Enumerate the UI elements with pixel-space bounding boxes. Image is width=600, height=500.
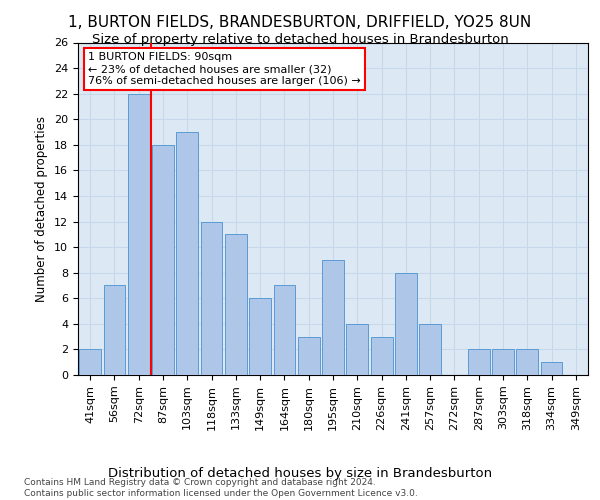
Text: Size of property relative to detached houses in Brandesburton: Size of property relative to detached ho… bbox=[92, 32, 508, 46]
Y-axis label: Number of detached properties: Number of detached properties bbox=[35, 116, 49, 302]
Bar bbox=[298, 336, 320, 375]
Bar bbox=[200, 222, 223, 375]
Bar bbox=[249, 298, 271, 375]
Bar bbox=[517, 350, 538, 375]
Bar bbox=[322, 260, 344, 375]
Text: Distribution of detached houses by size in Brandesburton: Distribution of detached houses by size … bbox=[108, 468, 492, 480]
Bar bbox=[468, 350, 490, 375]
Bar bbox=[152, 145, 174, 375]
Bar bbox=[104, 286, 125, 375]
Bar bbox=[395, 272, 417, 375]
Bar bbox=[419, 324, 441, 375]
Bar bbox=[79, 350, 101, 375]
Text: 1, BURTON FIELDS, BRANDESBURTON, DRIFFIELD, YO25 8UN: 1, BURTON FIELDS, BRANDESBURTON, DRIFFIE… bbox=[68, 15, 532, 30]
Bar bbox=[176, 132, 198, 375]
Bar bbox=[492, 350, 514, 375]
Bar bbox=[225, 234, 247, 375]
Bar bbox=[346, 324, 368, 375]
Text: Contains HM Land Registry data © Crown copyright and database right 2024.
Contai: Contains HM Land Registry data © Crown c… bbox=[24, 478, 418, 498]
Bar bbox=[371, 336, 392, 375]
Bar bbox=[541, 362, 562, 375]
Text: 1 BURTON FIELDS: 90sqm
← 23% of detached houses are smaller (32)
76% of semi-det: 1 BURTON FIELDS: 90sqm ← 23% of detached… bbox=[88, 52, 361, 86]
Bar bbox=[128, 94, 149, 375]
Bar bbox=[274, 286, 295, 375]
